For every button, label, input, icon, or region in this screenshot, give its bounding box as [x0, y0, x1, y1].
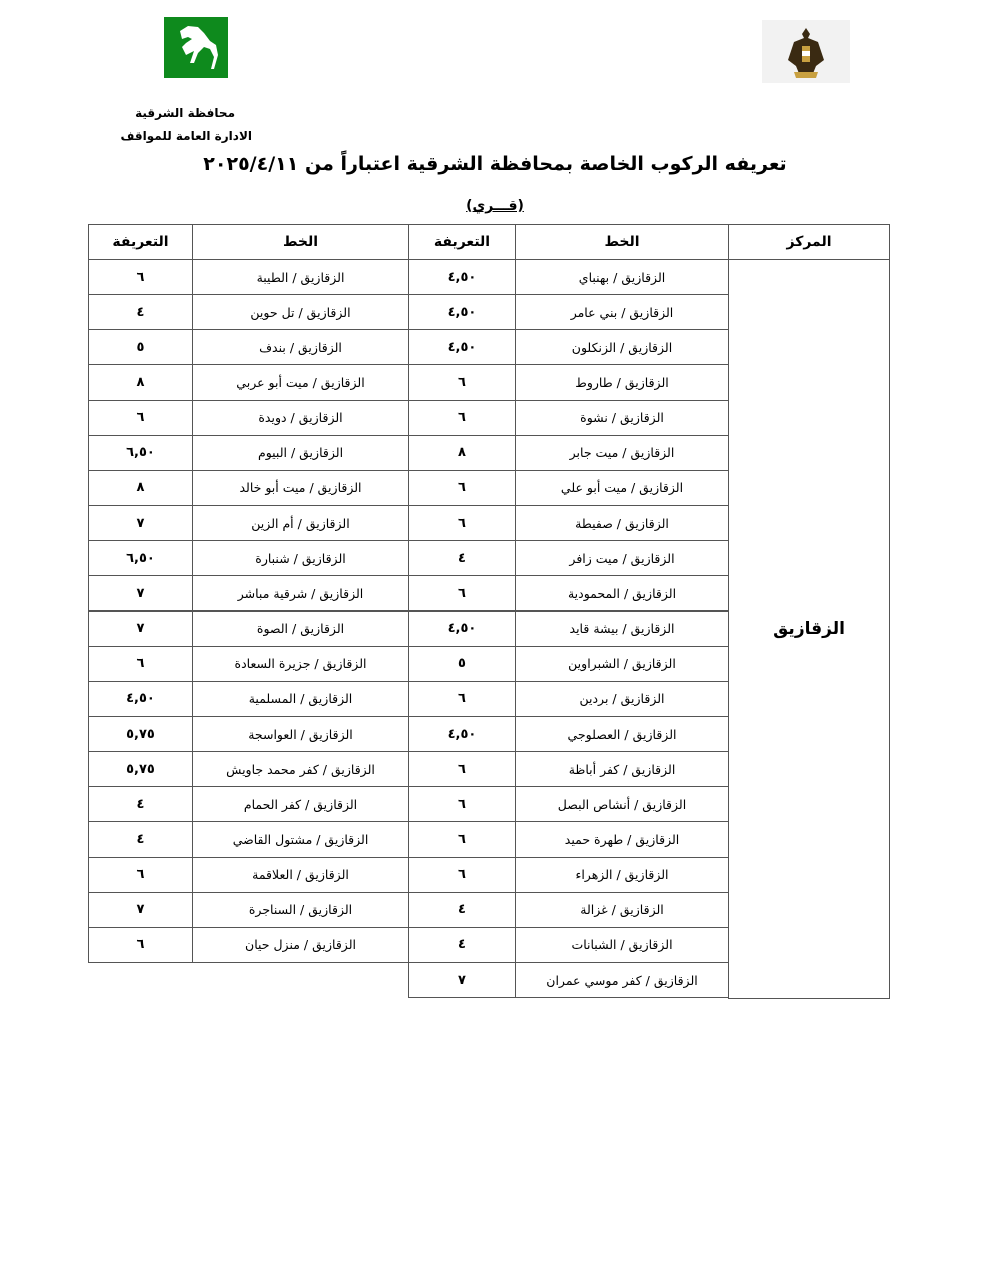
- left-fare-cell: ٤: [88, 294, 193, 331]
- left-fare-cell: ٦,٥٠: [88, 434, 193, 471]
- left-line-cell: الزقازيق / بندف: [192, 329, 409, 366]
- left-line-cell: الزقازيق / مشتول القاضي: [192, 821, 409, 858]
- sharqia-horse-logo: [164, 17, 228, 78]
- right-fare-cell: ٦: [408, 505, 516, 542]
- header-center: المركز: [728, 224, 890, 260]
- page-subtitle: (قـــري): [0, 198, 990, 214]
- right-line-cell: الزقازيق / طهرة حميد: [515, 821, 729, 858]
- left-line-cell: الزقازيق / ميت أبو عربي: [192, 364, 409, 401]
- right-fare-cell: ٦: [408, 821, 516, 858]
- right-line-cell: الزقازيق / الشبانات: [515, 926, 729, 963]
- right-line-cell: الزقازيق / المحمودية: [515, 575, 729, 612]
- right-line-cell: الزقازيق / نشوة: [515, 399, 729, 436]
- left-fare-cell: ٦: [88, 259, 193, 296]
- right-line-cell: الزقازيق / ميت زافر: [515, 540, 729, 577]
- governorate-name: محافظة الشرقية: [135, 106, 235, 120]
- left-fare-cell: ٦: [88, 645, 193, 682]
- left-fare-cell: ٦: [88, 926, 193, 963]
- left-line-cell: الزقازيق / المسلمية: [192, 680, 409, 717]
- header-fare-right: التعريفة: [408, 224, 516, 260]
- right-fare-cell: ٤,٥٠: [408, 294, 516, 331]
- right-line-cell: الزقازيق / الزهراء: [515, 856, 729, 893]
- left-fare-cell: ٦: [88, 399, 193, 436]
- left-line-cell: الزقازيق / شرقية مباشر: [192, 575, 409, 612]
- right-line-cell: الزقازيق / صفيطة: [515, 505, 729, 542]
- left-fare-cell: ٥,٧٥: [88, 715, 193, 753]
- right-fare-cell: ٤: [408, 540, 516, 577]
- right-line-cell: الزقازيق / بيشة قايد: [515, 610, 729, 647]
- left-line-cell: الزقازيق / البيوم: [192, 434, 409, 471]
- right-fare-cell: ٤: [408, 926, 516, 963]
- right-fare-cell: ٤,٥٠: [408, 715, 516, 753]
- right-line-cell: الزقازيق / بردين: [515, 680, 729, 717]
- left-fare-cell: ٥: [88, 329, 193, 366]
- left-fare-cell: ٤: [88, 786, 193, 823]
- right-line-cell: الزقازيق / الزنكلون: [515, 329, 729, 366]
- right-fare-cell: ٤,٥٠: [408, 610, 516, 647]
- right-fare-cell: ٤,٥٠: [408, 329, 516, 366]
- right-fare-cell: ٦: [408, 469, 516, 507]
- right-line-cell: الزقازيق / ميت أبو علي: [515, 469, 729, 507]
- left-fare-cell: ٧: [88, 610, 193, 647]
- right-line-cell: الزقازيق / بهنباي: [515, 259, 729, 296]
- right-fare-cell: ٦: [408, 364, 516, 401]
- subtitle-text: (قـــري): [466, 198, 524, 214]
- header-line-left: الخط: [192, 224, 409, 260]
- left-fare-cell: ٧: [88, 575, 193, 612]
- left-fare-cell: ٦,٥٠: [88, 540, 193, 577]
- left-fare-cell: ٤: [88, 821, 193, 858]
- right-line-cell: الزقازيق / ميت جابر: [515, 434, 729, 471]
- right-fare-cell: ٦: [408, 786, 516, 823]
- right-line-cell: الزقازيق / كفر أباظة: [515, 751, 729, 788]
- left-fare-cell: ٦: [88, 856, 193, 893]
- right-fare-cell: ٦: [408, 856, 516, 893]
- left-line-cell: الزقازيق / كفر محمد جاويش: [192, 751, 409, 788]
- left-line-cell: الزقازيق / ميت أبو خالد: [192, 469, 409, 507]
- department-name: الادارة العامة للمواقف: [120, 129, 252, 143]
- left-line-cell: الزقازيق / جزيرة السعادة: [192, 645, 409, 682]
- header-line-right: الخط: [515, 224, 729, 260]
- left-fare-cell: ٤,٥٠: [88, 680, 193, 717]
- right-fare-cell: ٦: [408, 751, 516, 788]
- left-line-cell: الزقازيق / الصوة: [192, 610, 409, 647]
- right-line-cell: الزقازيق / العصلوجي: [515, 715, 729, 753]
- right-fare-cell: ٤: [408, 891, 516, 928]
- left-fare-cell: ٨: [88, 469, 193, 507]
- left-line-cell: الزقازيق / كفر الحمام: [192, 786, 409, 823]
- right-fare-cell: ٦: [408, 399, 516, 436]
- left-line-cell: الزقازيق / منزل حيان: [192, 926, 409, 963]
- left-line-cell: الزقازيق / تل حوين: [192, 294, 409, 331]
- right-line-cell: الزقازيق / كفر موسي عمران: [515, 962, 729, 999]
- right-fare-cell: ٥: [408, 645, 516, 682]
- right-fare-cell: ٦: [408, 680, 516, 717]
- left-line-cell: الزقازيق / الطيبة: [192, 259, 409, 296]
- right-fare-cell: ٨: [408, 434, 516, 471]
- right-line-cell: الزقازيق / طاروط: [515, 364, 729, 401]
- left-line-cell: الزقازيق / دويدة: [192, 399, 409, 436]
- center-name-cell: الزقازيق: [728, 259, 890, 999]
- left-line-cell: الزقازيق / العلاقمة: [192, 856, 409, 893]
- left-line-cell: الزقازيق / السناجرة: [192, 891, 409, 928]
- left-fare-cell: ٨: [88, 364, 193, 401]
- right-line-cell: الزقازيق / بني عامر: [515, 294, 729, 331]
- left-line-cell: الزقازيق / شنبارة: [192, 540, 409, 577]
- right-fare-cell: ٦: [408, 575, 516, 612]
- right-line-cell: الزقازيق / غزالة: [515, 891, 729, 928]
- header-fare-left: التعريفة: [88, 224, 193, 260]
- left-fare-cell: ٧: [88, 505, 193, 542]
- left-fare-cell: ٥,٧٥: [88, 751, 193, 788]
- right-fare-cell: ٧: [408, 962, 516, 999]
- egypt-eagle-emblem: [762, 20, 850, 83]
- right-line-cell: الزقازيق / أنشاص البصل: [515, 786, 729, 823]
- left-fare-cell: ٧: [88, 891, 193, 928]
- left-line-cell: الزقازيق / أم الزين: [192, 505, 409, 542]
- page-title: تعريفه الركوب الخاصة بمحافظة الشرقية اعت…: [203, 153, 787, 175]
- right-fare-cell: ٤,٥٠: [408, 259, 516, 296]
- left-line-cell: الزقازيق / العواسجة: [192, 715, 409, 753]
- right-line-cell: الزقازيق / الشبراوين: [515, 645, 729, 682]
